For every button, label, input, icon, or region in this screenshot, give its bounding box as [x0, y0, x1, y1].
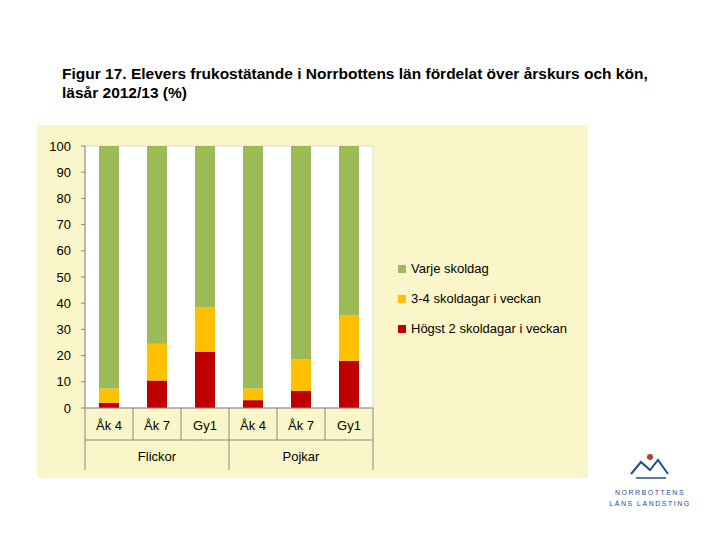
bar: [243, 400, 263, 408]
y-tick-label: 100: [49, 139, 71, 154]
category-separator: [133, 408, 134, 440]
category-separator: [85, 408, 86, 440]
bar: [243, 146, 263, 388]
y-tick-label: 70: [57, 217, 71, 232]
category-separator: [277, 408, 278, 440]
logo-text: NORRBOTTENS: [615, 489, 685, 496]
bar: [147, 146, 167, 344]
bar: [243, 388, 263, 400]
bar: [339, 315, 359, 361]
chart: 0 10 20 30 40 50 60 70 80 90 100 Åk 4 Åk 7 Gy1 Åk 4 Åk …: [0, 0, 720, 540]
legend-label: Högst 2 skoldagar i veckan: [411, 321, 567, 336]
y-tick: [81, 146, 85, 147]
category-label: Åk 7: [144, 418, 170, 433]
group-separator: [229, 440, 230, 470]
bar: [147, 380, 167, 408]
bar: [291, 391, 311, 408]
bar: [291, 360, 311, 391]
group-label: Pojkar: [283, 449, 321, 464]
group-separator: [85, 440, 86, 470]
bar: [195, 146, 215, 307]
bars: [99, 146, 359, 408]
category-label: Åk 4: [240, 418, 266, 433]
bar: [99, 388, 119, 402]
y-tick: [81, 198, 85, 199]
logo-text: LÄNS LANDSTING: [609, 500, 690, 507]
legend-swatch: [398, 325, 406, 333]
y-tick-label: 10: [57, 374, 71, 389]
legend-swatch: [398, 295, 406, 303]
category-separator: [373, 408, 374, 440]
logo: NORRBOTTENS LÄNS LANDSTING: [609, 454, 690, 507]
y-tick: [81, 250, 85, 251]
y-tick-label: 40: [57, 296, 71, 311]
y-tick: [81, 381, 85, 382]
category-separator: [181, 408, 182, 440]
y-tick: [81, 277, 85, 278]
bar: [291, 146, 311, 360]
bar: [339, 146, 359, 315]
y-tick-label: 60: [57, 243, 71, 258]
y-tick: [81, 329, 85, 330]
legend-label: 3-4 skoldagar i veckan: [411, 291, 541, 306]
category-label: Gy1: [193, 418, 217, 433]
category-label: Gy1: [337, 418, 361, 433]
logo-mark: [631, 460, 668, 474]
y-tick: [81, 172, 85, 173]
y-axis: [85, 146, 86, 408]
title: Figur 17. Elevers frukostätande i Norrbo…: [62, 64, 662, 102]
legend-label: Varje skoldag: [411, 261, 489, 276]
bar: [195, 352, 215, 408]
chart-background: [37, 125, 588, 478]
y-tick: [81, 408, 85, 409]
y-tick: [81, 355, 85, 356]
bar: [195, 307, 215, 352]
y-tick-label: 20: [57, 348, 71, 363]
y-tick-label: 90: [57, 165, 71, 180]
y-tick-label: 50: [57, 270, 71, 285]
group-label: Flickor: [138, 449, 177, 464]
bar: [99, 403, 119, 408]
y-tick-label: 0: [64, 401, 71, 416]
logo-mark: [636, 477, 666, 479]
logo-dot: [647, 454, 653, 460]
y-tick: [81, 303, 85, 304]
group-separator: [373, 440, 374, 470]
plot-area: [85, 146, 373, 408]
category-separator: [229, 408, 230, 440]
category-label: Åk 4: [96, 418, 122, 433]
y-tick: [81, 224, 85, 225]
category-separator: [325, 408, 326, 440]
bar: [147, 344, 167, 381]
y-tick-label: 30: [57, 322, 71, 337]
y-tick-label: 80: [57, 191, 71, 206]
bar: [99, 146, 119, 388]
bar: [339, 361, 359, 408]
legend-swatch: [398, 265, 406, 273]
category-label: Åk 7: [288, 418, 314, 433]
